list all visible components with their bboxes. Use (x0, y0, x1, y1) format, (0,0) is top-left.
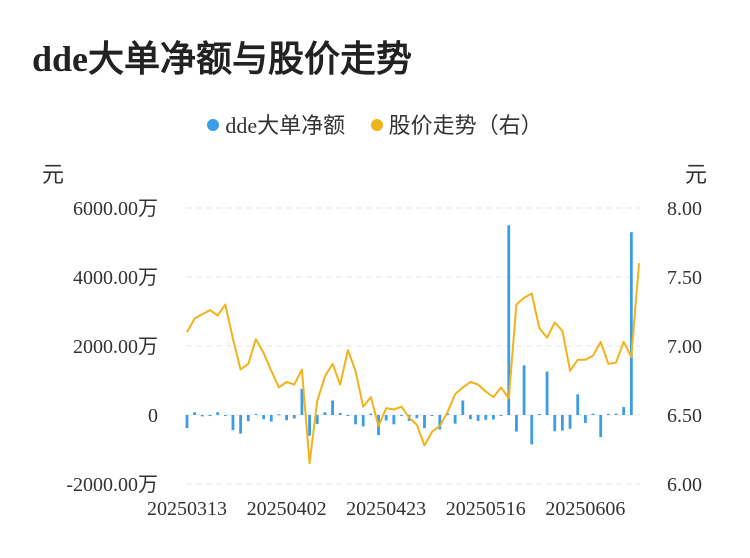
x-tick-label: 20250423 (346, 498, 426, 520)
dde-bar (591, 413, 595, 415)
dde-bar (530, 415, 534, 445)
dde-bar (354, 415, 357, 425)
dde-bar (200, 415, 204, 417)
chart-title: dde大单净额与股价走势 (32, 39, 413, 79)
left-tick-label: 0 (148, 405, 158, 427)
dde-bar (599, 415, 603, 438)
right-tick-label: 7.50 (667, 267, 702, 289)
legend-item-price[interactable]: 股价走势（右） (370, 108, 543, 140)
dde-bar (269, 415, 273, 422)
dde-bar (545, 371, 549, 415)
dde-bar (553, 415, 557, 432)
dde-bar (484, 415, 488, 420)
dde-bar (384, 415, 388, 421)
dde-bar (568, 415, 572, 429)
price-line (186, 263, 640, 465)
legend-item-dde[interactable]: dde大单净额 (207, 108, 345, 140)
left-axis-unit: 元 (42, 162, 65, 187)
dde-bar (614, 413, 618, 415)
dde-bar (308, 415, 311, 436)
dde-bar (461, 400, 465, 415)
x-tick-label: 20250516 (446, 498, 526, 520)
legend-bar-dot-icon (207, 119, 220, 131)
dde-bar (185, 415, 189, 429)
dde-bar (583, 415, 587, 423)
left-tick-label: -2000.00万 (66, 474, 158, 496)
dde-bar (338, 412, 342, 415)
x-tick-label: 20250313 (147, 498, 227, 520)
right-tick-label: 6.50 (667, 405, 702, 427)
right-tick-label: 7.00 (667, 336, 702, 358)
dde-bar (629, 232, 633, 415)
dde-bar (522, 365, 526, 415)
dde-bar (346, 415, 350, 416)
dde-bar (262, 415, 266, 420)
x-tick-label: 20250402 (247, 498, 327, 520)
dde-bar (622, 407, 626, 415)
dde-bar (492, 415, 495, 420)
dde-bar (239, 415, 243, 434)
left-tick-label: 2000.00万 (73, 336, 158, 358)
dde-bar (499, 415, 503, 416)
dde-bar (415, 415, 419, 419)
dde-bar (560, 415, 564, 431)
dde-bar (538, 413, 541, 415)
dde-bar (438, 415, 442, 430)
dde-bar (430, 415, 434, 416)
dde-bar (476, 415, 480, 421)
dde-bar (315, 415, 319, 424)
dde-bar (469, 415, 472, 420)
dde-bar (361, 415, 365, 427)
legend: dde大单净额 股价走势（右） (0, 108, 750, 140)
dde-bar (400, 415, 403, 417)
right-tick-label: 6.00 (667, 474, 702, 496)
dde-bar (223, 415, 227, 417)
dde-bar (453, 415, 457, 424)
dde-bar (323, 412, 327, 415)
dde-bar (246, 415, 250, 422)
dde-bar (254, 413, 258, 415)
dde-bar (277, 414, 281, 416)
x-tick-label: 20250606 (545, 498, 625, 520)
left-tick-label: 4000.00万 (73, 267, 158, 289)
dde-bar (285, 415, 288, 421)
dde-bar (507, 225, 511, 415)
dde-bar (300, 388, 304, 415)
dde-bar (606, 413, 610, 415)
dde-bar (231, 415, 235, 431)
dde-bar (208, 415, 212, 417)
dde-bar (292, 415, 296, 419)
left-tick-label: 6000.00万 (73, 198, 158, 220)
dde-bar (392, 415, 396, 425)
legend-line-dot-icon (370, 119, 383, 131)
dde-bar (369, 413, 373, 415)
dde-bar (193, 412, 197, 415)
right-tick-label: 8.00 (667, 198, 702, 220)
right-axis-unit: 元 (685, 162, 708, 187)
dde-bar (216, 412, 220, 415)
legend-dde-label: dde大单净额 (225, 113, 346, 138)
legend-price-label: 股价走势（右） (388, 113, 543, 138)
dde-bar (515, 415, 518, 432)
dde-bar (331, 400, 334, 415)
dde-bar (423, 415, 426, 429)
dde-bar (576, 394, 580, 415)
